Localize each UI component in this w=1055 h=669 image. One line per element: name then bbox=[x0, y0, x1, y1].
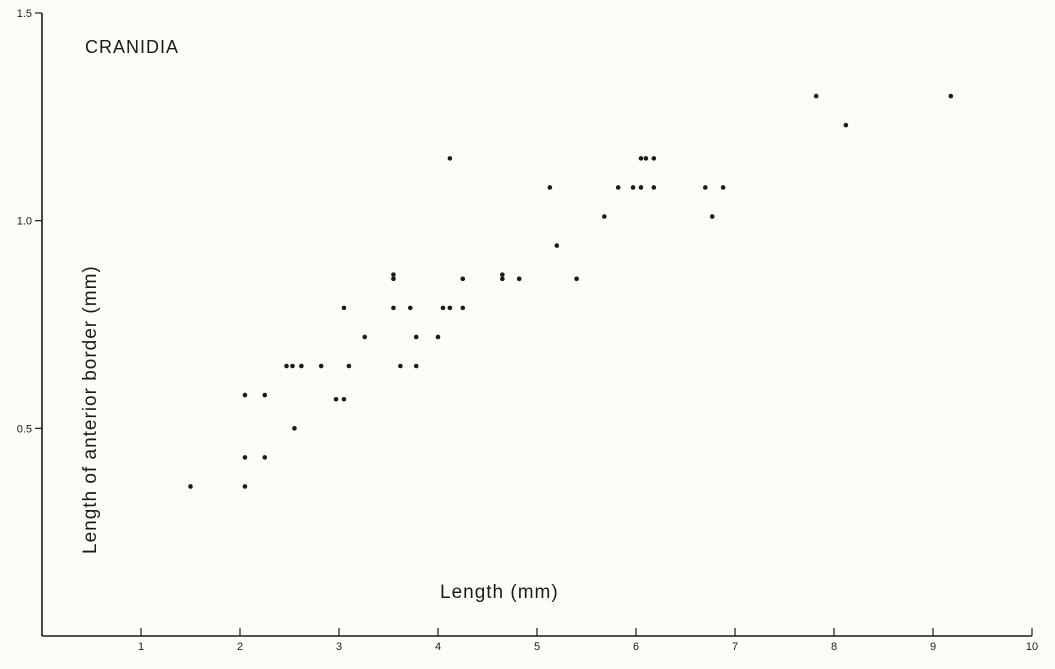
data-point bbox=[391, 276, 396, 282]
data-point bbox=[398, 363, 403, 369]
data-point bbox=[703, 185, 708, 190]
y-tick-label: 1.5 bbox=[17, 8, 32, 20]
data-point bbox=[440, 305, 446, 311]
data-point bbox=[630, 185, 636, 190]
data-point bbox=[318, 363, 324, 369]
data-point bbox=[341, 305, 347, 311]
data-point bbox=[602, 214, 607, 219]
data-point bbox=[720, 185, 726, 190]
data-point bbox=[948, 93, 954, 99]
chart-title: CRANIDIA bbox=[85, 37, 179, 57]
x-tick-label: 1 bbox=[138, 641, 144, 653]
data-point bbox=[413, 334, 419, 340]
data-point bbox=[547, 185, 553, 190]
data-point bbox=[500, 276, 505, 282]
x-tick-label: 5 bbox=[534, 641, 540, 653]
x-tick-label: 8 bbox=[831, 641, 837, 653]
data-point bbox=[447, 156, 453, 161]
data-point bbox=[346, 363, 352, 369]
data-point bbox=[500, 272, 505, 277]
data-point bbox=[651, 156, 657, 161]
data-point bbox=[391, 272, 396, 277]
data-point bbox=[643, 156, 649, 161]
data-point bbox=[554, 243, 560, 248]
data-point bbox=[341, 396, 347, 402]
y-axis-ticks: 0.5 1.0 1.5 bbox=[17, 8, 42, 435]
data-point bbox=[242, 484, 248, 489]
data-point bbox=[460, 276, 466, 282]
data-point bbox=[262, 455, 268, 460]
y-axis-title: Length of anterior border (mm) bbox=[80, 265, 101, 554]
x-tick-label: 2 bbox=[237, 641, 243, 653]
data-points bbox=[188, 93, 954, 489]
data-point bbox=[516, 276, 522, 282]
data-point bbox=[709, 214, 715, 219]
data-point bbox=[188, 484, 193, 489]
data-point bbox=[447, 305, 453, 311]
data-point bbox=[651, 185, 657, 190]
data-point bbox=[242, 455, 248, 460]
data-point bbox=[574, 276, 579, 282]
data-point bbox=[292, 426, 297, 431]
data-point bbox=[290, 363, 295, 369]
data-point bbox=[284, 363, 289, 369]
data-point bbox=[242, 392, 248, 398]
data-point bbox=[843, 122, 849, 128]
data-point bbox=[391, 305, 396, 311]
x-tick-label: 6 bbox=[633, 641, 639, 653]
data-point bbox=[813, 93, 819, 99]
data-point bbox=[435, 334, 441, 340]
data-point bbox=[413, 363, 419, 369]
y-tick-label: 1.0 bbox=[17, 216, 32, 228]
data-point bbox=[460, 305, 466, 311]
data-point bbox=[362, 334, 368, 340]
x-tick-label: 9 bbox=[930, 641, 936, 653]
data-point bbox=[638, 185, 644, 190]
data-point bbox=[299, 363, 304, 369]
data-point bbox=[407, 305, 413, 311]
data-point bbox=[638, 156, 644, 161]
data-point bbox=[615, 185, 621, 190]
y-tick-label: 0.5 bbox=[17, 423, 32, 435]
x-tick-label: 7 bbox=[732, 641, 738, 653]
x-tick-label: 4 bbox=[435, 641, 441, 653]
x-axis-title: Length (mm) bbox=[440, 582, 559, 603]
x-tick-label: 3 bbox=[336, 641, 342, 653]
x-axis-ticks: 1 2 3 4 5 6 7 8 9 10 bbox=[138, 628, 1038, 653]
data-point bbox=[333, 396, 339, 402]
x-tick-label: 10 bbox=[1026, 641, 1038, 653]
data-point bbox=[262, 392, 268, 398]
